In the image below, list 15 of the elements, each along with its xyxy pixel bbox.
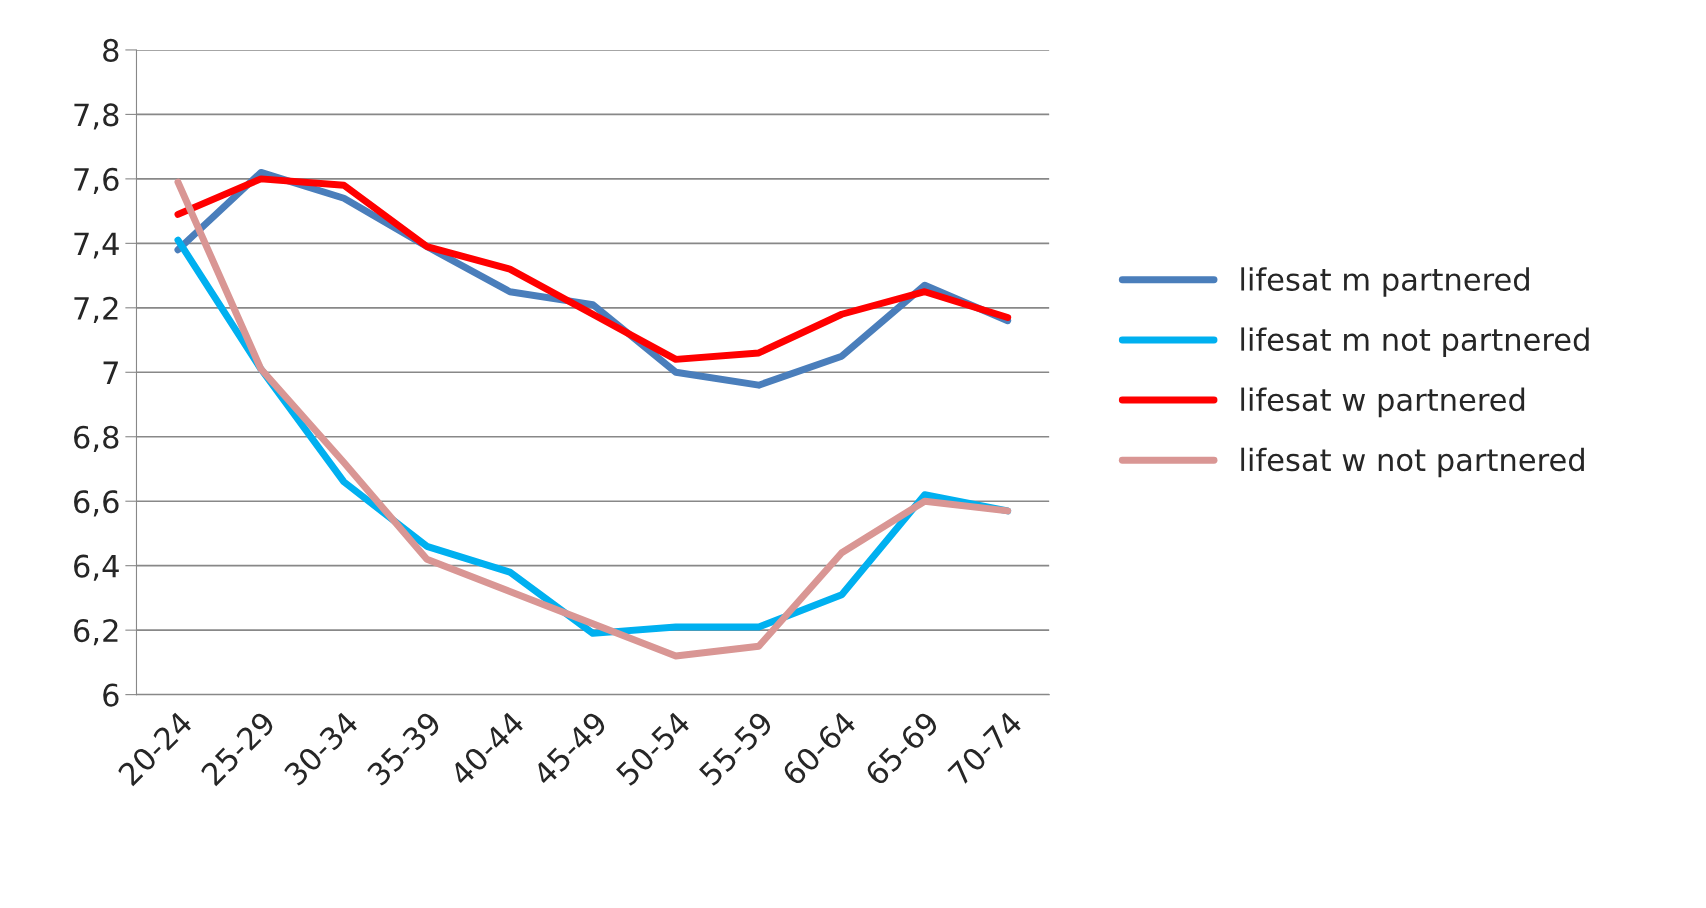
y-tick-label: 6,6: [74, 490, 119, 517]
y-tick-label: 7: [103, 361, 118, 384]
y-tick-label: 7,6: [74, 167, 119, 195]
y-tick-label: 6,4: [74, 554, 119, 581]
y-tick-label: 6,2: [74, 619, 118, 646]
y-tick-label: 7,8: [74, 103, 119, 130]
y-tick-label: 6: [103, 683, 119, 707]
legend-label: lifesat w not partnered: [1241, 447, 1584, 478]
legend-label: lifesat m partnered: [1241, 267, 1529, 297]
y-tick-label: 8: [103, 38, 119, 62]
legend-label: lifesat w partnered: [1241, 387, 1525, 418]
y-tick-label: 7,2: [74, 296, 118, 323]
y-tick-label: 6,8: [74, 425, 119, 452]
legend-label: lifesat m not partnered: [1241, 327, 1589, 357]
y-tick-label: 7,4: [74, 232, 119, 259]
